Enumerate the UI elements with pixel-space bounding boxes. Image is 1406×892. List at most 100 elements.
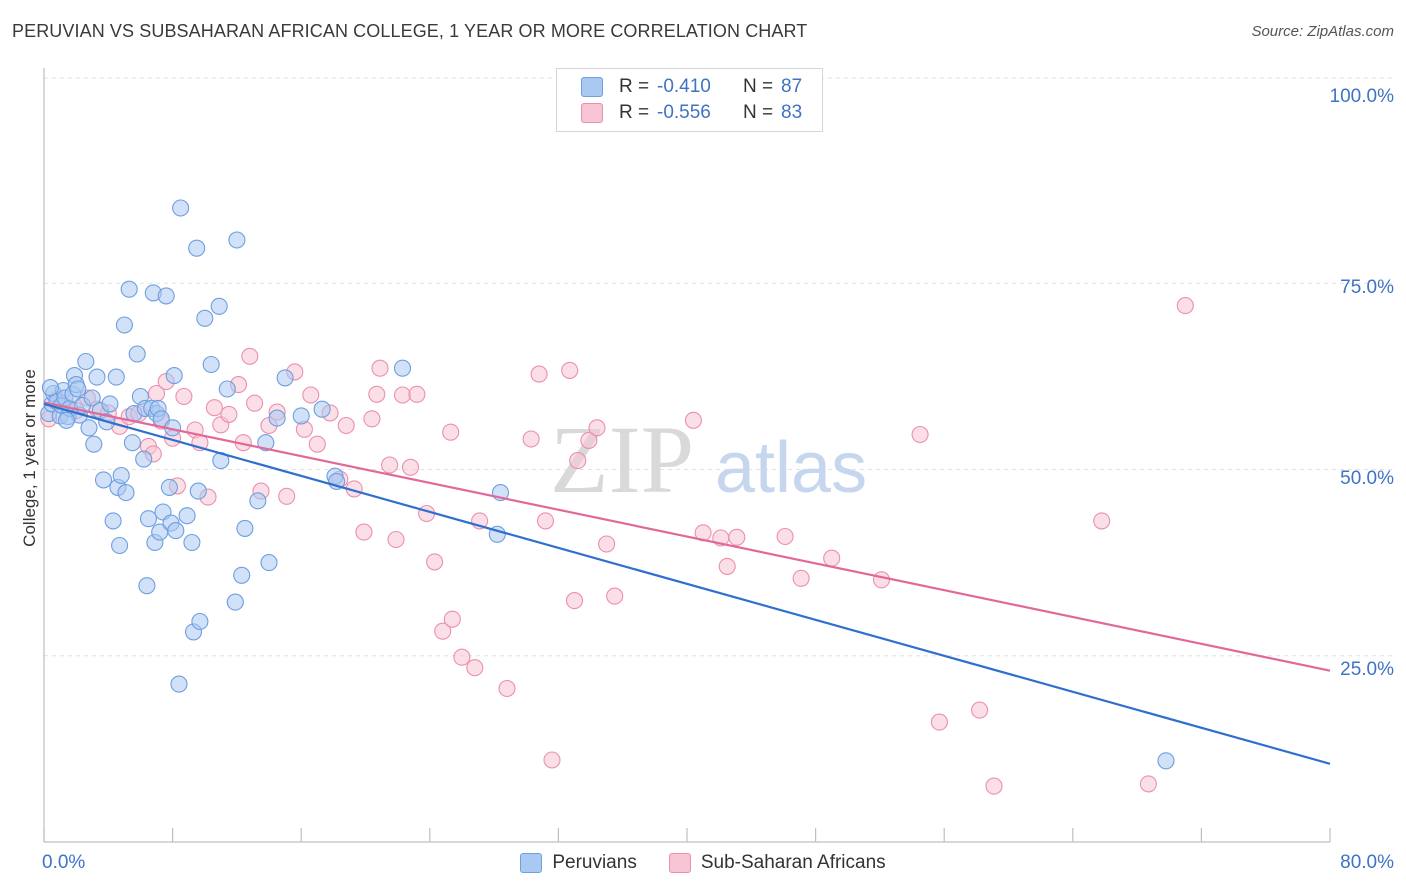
data-point-peruvians	[226, 593, 244, 611]
series-legend: Peruvians Sub-Saharan Africans	[0, 852, 1406, 874]
legend-n-value: 83	[781, 102, 803, 123]
data-point-peruvians	[123, 434, 141, 452]
data-point-peruvians	[94, 471, 113, 489]
data-point-sub-saharan-africans	[872, 571, 891, 589]
data-point-peruvians	[188, 239, 206, 257]
legend-label: Peruvians	[552, 852, 637, 873]
data-point-peruvians	[138, 577, 156, 595]
data-point-peruvians	[107, 368, 125, 386]
data-point-peruvians	[257, 434, 275, 452]
data-point-peruvians	[83, 389, 101, 407]
data-point-peruvians	[112, 466, 130, 485]
data-point-peruvians	[117, 484, 135, 502]
data-point-peruvians	[178, 507, 196, 525]
chart-title: PERUVIAN VS SUBSAHARAN AFRICAN COLLEGE, …	[12, 21, 808, 41]
legend-n-label: N =	[743, 76, 774, 97]
data-point-sub-saharan-africans	[1139, 775, 1157, 793]
data-point-peruvians	[218, 380, 236, 398]
legend-swatch-pink	[581, 103, 603, 123]
data-point-peruvians	[80, 419, 98, 437]
legend-row-sub-saharan-africans: R = -0.556 N = 83	[581, 101, 802, 125]
data-point-sub-saharan-africans	[466, 659, 484, 677]
data-point-peruvians	[196, 309, 214, 327]
data-point-sub-saharan-africans	[530, 365, 548, 383]
data-point-sub-saharan-africans	[371, 359, 389, 377]
data-point-peruvians	[183, 533, 201, 552]
data-point-sub-saharan-africans	[911, 425, 929, 444]
legend-r-label: R =	[619, 76, 650, 97]
data-point-sub-saharan-africans	[718, 557, 736, 575]
data-point-sub-saharan-africans	[543, 751, 561, 769]
data-point-sub-saharan-africans	[565, 592, 584, 610]
data-point-peruvians	[268, 409, 286, 427]
data-point-sub-saharan-africans	[580, 431, 598, 449]
x-tick-label-min: 0.0%	[42, 852, 86, 873]
data-point-sub-saharan-africans	[453, 648, 471, 666]
data-point-peruvians	[139, 510, 158, 528]
data-point-peruvians	[77, 352, 95, 371]
data-point-sub-saharan-africans	[393, 386, 412, 404]
data-point-peruvians	[191, 612, 209, 631]
data-point-sub-saharan-africans	[246, 394, 264, 412]
y-tick-label: 25.0%	[1340, 659, 1394, 680]
data-point-peruvians	[111, 536, 129, 555]
legend-swatch-blue	[581, 77, 603, 97]
data-point-peruvians	[233, 566, 251, 584]
data-point-sub-saharan-africans	[278, 487, 296, 505]
y-tick-label: 50.0%	[1340, 468, 1394, 489]
data-point-peruvians	[157, 287, 175, 305]
data-point-sub-saharan-africans	[205, 399, 223, 417]
data-point-sub-saharan-africans	[1093, 512, 1111, 530]
legend-r-value: -0.556	[657, 102, 711, 123]
data-point-peruvians	[160, 478, 178, 496]
legend-r-value: -0.410	[657, 76, 711, 97]
data-point-sub-saharan-africans	[308, 435, 326, 453]
data-point-peruvians	[57, 411, 76, 429]
data-point-sub-saharan-africans	[426, 553, 444, 571]
legend-n-value: 87	[781, 76, 803, 97]
data-point-peruvians	[228, 231, 246, 249]
source-label: Source: ZipAtlas.com	[1251, 23, 1394, 40]
data-point-sub-saharan-africans	[823, 549, 841, 567]
data-point-sub-saharan-africans	[606, 587, 624, 605]
x-tick-label-max: 80.0%	[1340, 852, 1394, 873]
data-point-sub-saharan-africans	[241, 347, 259, 365]
legend-item-peruvians: Peruvians	[520, 852, 637, 874]
trend-line-sub-saharan-africans	[43, 401, 1331, 672]
data-point-sub-saharan-africans	[684, 411, 702, 429]
data-point-peruvians	[165, 367, 183, 385]
series-peruvians	[40, 199, 1175, 770]
data-point-peruvians	[236, 519, 254, 537]
trend-line-peruvians	[43, 402, 1331, 765]
data-point-sub-saharan-africans	[1176, 297, 1194, 315]
data-point-sub-saharan-africans	[220, 405, 238, 423]
data-point-sub-saharan-africans	[792, 569, 810, 587]
data-point-sub-saharan-africans	[302, 386, 320, 404]
data-point-sub-saharan-africans	[363, 410, 381, 428]
data-point-sub-saharan-africans	[561, 361, 579, 379]
watermark-atlas: atlas	[715, 428, 867, 508]
data-point-sub-saharan-africans	[381, 456, 399, 474]
y-tick-label: 100.0%	[1329, 86, 1394, 107]
data-point-sub-saharan-africans	[728, 528, 746, 546]
data-point-sub-saharan-africans	[355, 523, 373, 541]
legend-swatch-pink	[668, 853, 691, 873]
data-point-peruvians	[104, 512, 122, 530]
data-point-peruvians	[135, 450, 153, 468]
data-point-peruvians	[115, 316, 133, 334]
y-axis-label: College, 1 year or more	[20, 369, 39, 547]
data-point-sub-saharan-africans	[408, 385, 426, 403]
data-point-peruvians	[393, 359, 412, 377]
legend-r-label: R =	[619, 102, 650, 123]
correlation-legend: R = -0.410 N = 87 R = -0.556 N = 83	[556, 68, 823, 132]
data-point-peruvians	[170, 675, 188, 693]
data-point-sub-saharan-africans	[971, 701, 989, 719]
legend-swatch-blue	[520, 853, 543, 873]
data-point-sub-saharan-africans	[337, 416, 355, 435]
data-point-sub-saharan-africans	[569, 452, 587, 470]
data-point-peruvians	[292, 407, 310, 425]
data-point-sub-saharan-africans	[175, 387, 193, 406]
data-point-sub-saharan-africans	[536, 512, 555, 530]
data-point-sub-saharan-africans	[985, 777, 1003, 795]
